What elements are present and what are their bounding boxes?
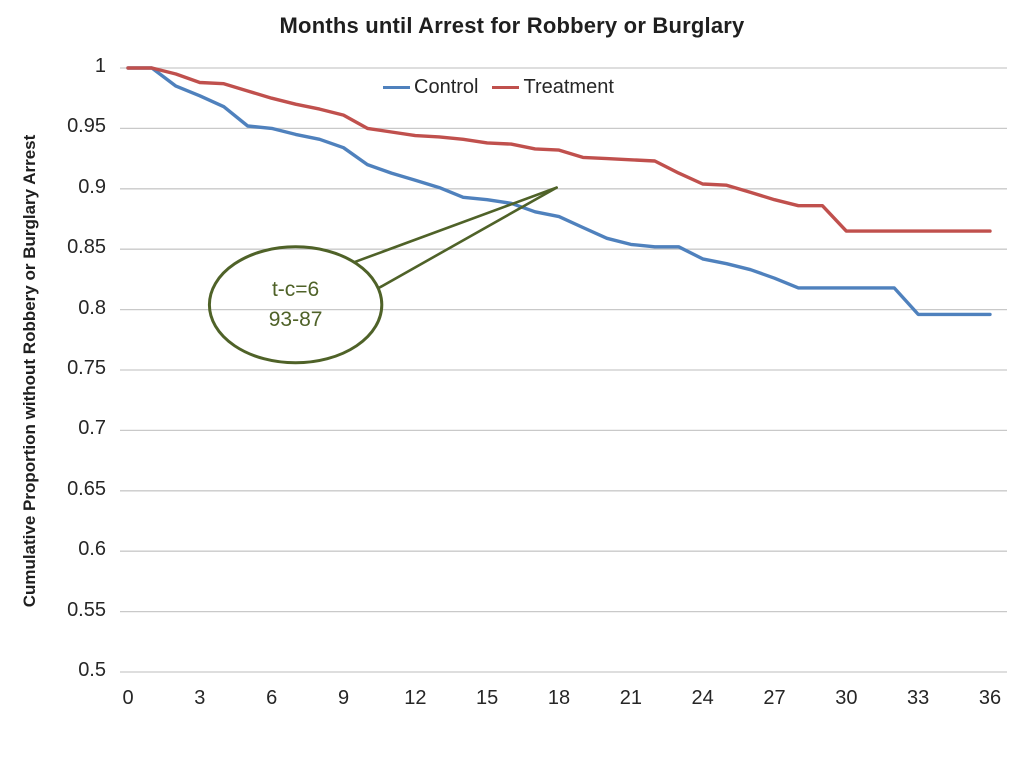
legend: Control Treatment <box>383 76 614 99</box>
annotation-leader-line <box>352 186 558 264</box>
series-line-treatment <box>126 66 992 233</box>
legend-item-treatment: Treatment <box>492 76 614 99</box>
legend-label-treatment: Treatment <box>523 76 614 98</box>
chart-title: Months until Arrest for Robbery or Burgl… <box>279 13 745 38</box>
control-line-swatch <box>383 86 410 89</box>
annotation-line-2: 93-87 <box>268 307 323 331</box>
treatment-line-swatch <box>492 86 520 89</box>
y-axis-title: Cumulative Proportion without Robbery or… <box>20 134 39 608</box>
legend-item-control: Control <box>383 76 478 99</box>
annotation-line-1: t-c=6 <box>271 277 320 301</box>
legend-label-control: Control <box>414 76 479 98</box>
annotation-leader-line <box>376 186 558 290</box>
annotation-callout-text: t-c=6 93-87 <box>216 275 376 335</box>
annotation-ellipse <box>207 245 384 365</box>
series-line-control <box>126 66 992 317</box>
